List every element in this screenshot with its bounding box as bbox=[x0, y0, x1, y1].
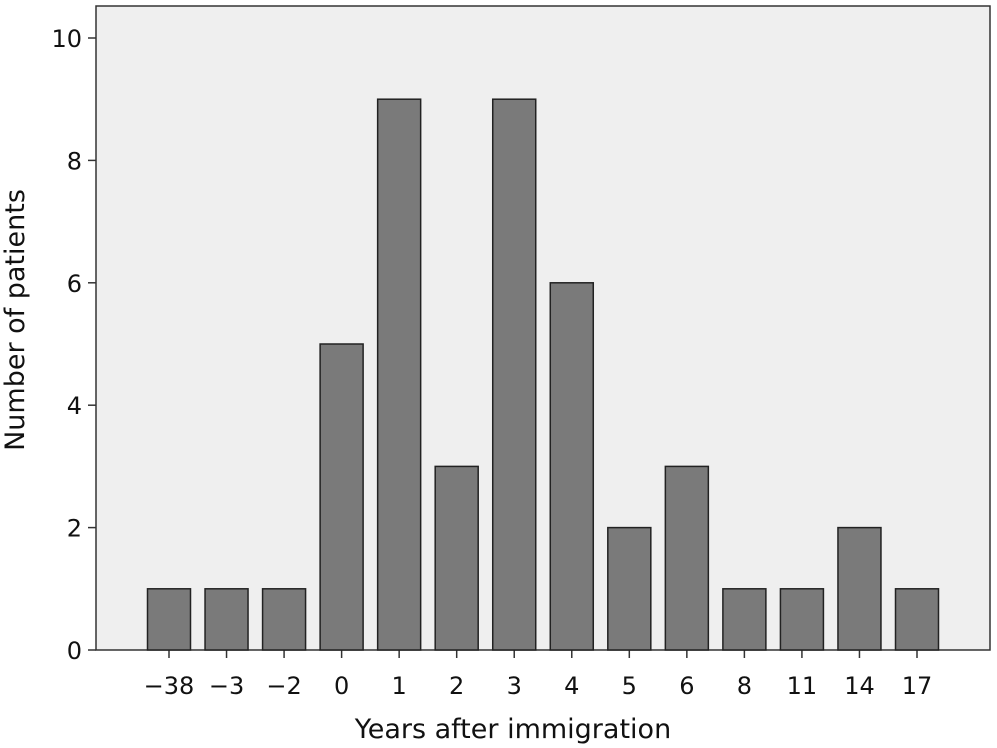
bar bbox=[261, 588, 307, 651]
bar bbox=[319, 343, 364, 651]
bar bbox=[146, 588, 192, 651]
bar bbox=[434, 465, 479, 651]
bar bbox=[549, 282, 595, 651]
bar bbox=[491, 98, 537, 651]
x-tick-label: 2 bbox=[449, 672, 464, 700]
x-tick-label: 8 bbox=[737, 672, 752, 700]
x-tick-label: −3 bbox=[209, 672, 244, 700]
bar bbox=[607, 526, 652, 651]
y-tick-label: 6 bbox=[67, 270, 82, 298]
x-tick-label: 3 bbox=[507, 672, 522, 700]
y-axis-label: Number of patients bbox=[0, 189, 31, 451]
bar bbox=[779, 588, 825, 651]
x-tick-label: 0 bbox=[334, 672, 349, 700]
bar bbox=[722, 588, 767, 651]
x-axis-label: Years after immigration bbox=[354, 714, 671, 745]
x-axis: −38 −3 −2 0 1 2 3 4 5 6 8 11 14 17 bbox=[144, 650, 933, 700]
y-tick-label: 10 bbox=[51, 25, 82, 53]
y-axis: 0 2 4 6 8 10 bbox=[51, 25, 96, 665]
x-tick-label: 5 bbox=[622, 672, 637, 700]
y-tick-label: 2 bbox=[67, 515, 82, 543]
bar bbox=[376, 98, 422, 651]
y-tick-label: 0 bbox=[67, 637, 82, 665]
x-tick-label: −2 bbox=[266, 672, 301, 700]
x-tick-label: 11 bbox=[787, 672, 818, 700]
bar bbox=[837, 526, 882, 651]
y-tick-label: 4 bbox=[67, 392, 82, 420]
x-tick-label: 1 bbox=[392, 672, 407, 700]
bar-series bbox=[146, 98, 940, 651]
x-tick-label: 6 bbox=[679, 672, 694, 700]
x-tick-label: −38 bbox=[144, 672, 195, 700]
bar bbox=[894, 588, 940, 651]
x-tick-label: 14 bbox=[844, 672, 875, 700]
bar bbox=[664, 465, 710, 651]
y-tick-label: 8 bbox=[67, 147, 82, 175]
x-tick-label: 17 bbox=[902, 672, 933, 700]
x-tick-label: 4 bbox=[564, 672, 579, 700]
bar bbox=[204, 588, 249, 651]
